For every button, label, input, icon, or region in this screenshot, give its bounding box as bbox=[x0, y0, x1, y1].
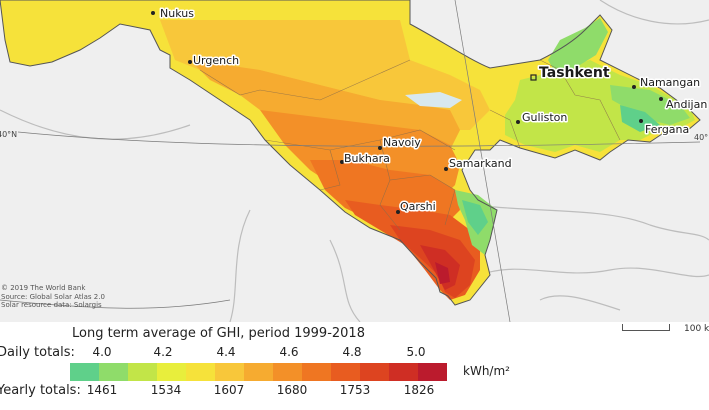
city-label-tashkent: Tashkent bbox=[539, 65, 610, 81]
legend-swatch bbox=[70, 363, 99, 381]
city-marker-nukus bbox=[151, 11, 155, 15]
yearly-value: 1753 bbox=[339, 383, 371, 397]
legend-swatch bbox=[215, 363, 244, 381]
city-label-andijan: Andijan bbox=[666, 98, 707, 111]
scale-bar bbox=[622, 324, 670, 331]
legend-swatch bbox=[186, 363, 215, 381]
credit-line: Solar resource data: Solargis bbox=[1, 301, 102, 309]
credit-line: © 2019 The World Bank bbox=[1, 284, 86, 292]
city-marker-navoiy bbox=[378, 146, 382, 150]
city-label-navoiy: Navoiy bbox=[383, 136, 421, 149]
map-credits: © 2019 The World Bank Source: Global Sol… bbox=[1, 284, 105, 310]
daily-value: 4.2 bbox=[153, 345, 173, 359]
yearly-value: 1826 bbox=[403, 383, 435, 397]
city-label-guliston: Guliston bbox=[522, 111, 567, 124]
city-label-nukus: Nukus bbox=[160, 7, 194, 20]
legend-swatch bbox=[273, 363, 302, 381]
legend-swatch bbox=[157, 363, 186, 381]
yearly-value: 1461 bbox=[86, 383, 118, 397]
scale-label: 100 k bbox=[684, 324, 709, 334]
daily-value: 4.4 bbox=[216, 345, 236, 359]
daily-value: 4.8 bbox=[342, 345, 362, 359]
city-label-samarkand: Samarkand bbox=[449, 157, 512, 170]
legend-unit: kWh/m² bbox=[463, 364, 510, 378]
city-marker-namangan bbox=[632, 85, 636, 89]
legend-swatch bbox=[244, 363, 273, 381]
solar-map: 40°N 40° Nukus Urgench Tashkent Namangan… bbox=[0, 0, 709, 322]
legend-swatch bbox=[99, 363, 128, 381]
city-marker-tashkent bbox=[530, 74, 537, 81]
city-marker-samarkand bbox=[444, 167, 448, 171]
yearly-value: 1534 bbox=[150, 383, 182, 397]
legend-color-bar bbox=[70, 363, 447, 381]
city-marker-bukhara bbox=[340, 160, 344, 164]
yearly-value: 1680 bbox=[276, 383, 308, 397]
city-markers bbox=[151, 11, 663, 214]
city-marker-qarshi bbox=[396, 210, 400, 214]
graticule bbox=[0, 0, 701, 322]
city-label-bukhara: Bukhara bbox=[344, 152, 390, 165]
yearly-totals-label: Yearly totals: bbox=[0, 383, 81, 398]
city-label-urgench: Urgench bbox=[193, 54, 239, 67]
lat-label-west: 40°N bbox=[0, 130, 17, 139]
daily-value: 4.0 bbox=[92, 345, 112, 359]
yearly-value: 1607 bbox=[213, 383, 245, 397]
city-label-namangan: Namangan bbox=[640, 76, 700, 89]
legend-swatch bbox=[360, 363, 389, 381]
city-labels: Nukus Urgench Tashkent Namangan Andijan … bbox=[159, 6, 709, 215]
legend-swatch bbox=[302, 363, 331, 381]
city-label-fergana: Fergana bbox=[645, 123, 689, 136]
daily-totals-label: Daily totals: bbox=[0, 345, 75, 360]
city-label-qarshi: Qarshi bbox=[400, 200, 436, 213]
daily-value: 5.0 bbox=[406, 345, 426, 359]
city-marker-fergana bbox=[639, 119, 643, 123]
legend-swatch bbox=[418, 363, 447, 381]
credit-line: Source: Global Solar Atlas 2.0 bbox=[1, 292, 105, 301]
city-marker-andijan bbox=[659, 97, 663, 101]
city-marker-guliston bbox=[516, 120, 520, 124]
legend-title: Long term average of GHI, period 1999-20… bbox=[72, 326, 365, 341]
city-marker-urgench bbox=[188, 60, 192, 64]
legend-swatch bbox=[389, 363, 418, 381]
legend-swatch bbox=[331, 363, 360, 381]
lat-label-east: 40° bbox=[694, 133, 708, 142]
legend-swatch bbox=[128, 363, 157, 381]
country-borders bbox=[0, 0, 709, 322]
country-shape bbox=[0, 0, 701, 306]
daily-value: 4.6 bbox=[279, 345, 299, 359]
